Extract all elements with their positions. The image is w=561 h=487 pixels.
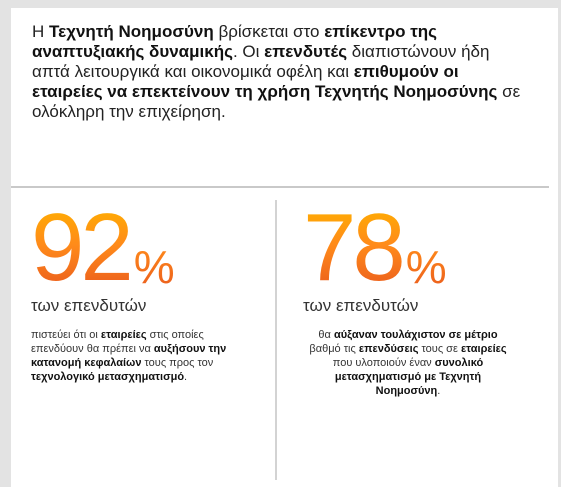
stat-description: πιστεύει ότι οι εταιρείες στις οποίες επ…: [31, 328, 241, 384]
stat-label: των επενδυτών: [303, 296, 419, 315]
emphasized-text: επίκεντρο της αναπτυξιακής δυναμικής: [32, 22, 438, 61]
stat-label: των επενδυτών: [31, 296, 147, 315]
emphasized-text: αύξαναν τουλάχιστον σε μέτριο: [333, 329, 498, 341]
text-run: τους σε: [418, 343, 461, 355]
text-run: σε ολόκληρη την επιχείρηση.: [32, 82, 521, 121]
stat-unit: %: [405, 241, 447, 293]
intro-paragraph: Η Τεχνητή Νοημοσύνη βρίσκεται στο επίκεν…: [32, 22, 532, 122]
text-run: .: [437, 385, 441, 397]
emphasized-text: επενδυτές: [264, 42, 348, 61]
text-run: . Οι: [232, 42, 265, 61]
text-run: που υλοποιούν έναν: [332, 357, 435, 369]
text-run: πιστεύει ότι οι: [31, 329, 101, 341]
text-run: τους προς τον: [141, 357, 214, 369]
stat-description: θα αύξαναν τουλάχιστον σε μέτριο βαθμό τ…: [303, 328, 513, 398]
vertical-divider: [275, 200, 277, 480]
infographic-card: Η Τεχνητή Νοημοσύνη βρίσκεται στο επίκεν…: [11, 8, 558, 487]
emphasized-text: εταιρείες: [460, 343, 507, 355]
stat-value: 92: [31, 194, 130, 301]
stat-block-investors-capital: 92 % των επενδυτών πιστεύει ότι οι εταιρ…: [31, 204, 271, 384]
stat-block-investors-increase: 78 % των επενδυτών θα αύξαναν τουλάχιστο…: [303, 204, 543, 398]
stat-value: 78: [303, 194, 402, 301]
text-run: βαθμό τις: [309, 343, 359, 355]
stat-figure: 92 %: [31, 204, 271, 296]
text-run: διαπιστώνουν ήδη απτά λειτουργικά και οι…: [32, 42, 490, 81]
text-run: .: [184, 371, 188, 383]
emphasized-text: συνολικό μετασχηματισμό με Τεχνητή Νοημο…: [334, 357, 484, 397]
emphasized-text: επενδύσεις: [358, 343, 419, 355]
emphasized-text: εταιρείες: [100, 329, 147, 341]
text-run: Η: [32, 22, 49, 41]
stat-figure: 78 %: [303, 204, 543, 296]
text-run: στις οποίες επενδύουν θα πρέπει να: [31, 329, 204, 355]
emphasized-text: επιθυμούν οι εταιρείες να επεκτείνουν τη…: [32, 62, 498, 101]
text-run: βρίσκεται στο: [213, 22, 325, 41]
emphasized-text: Τεχνητή Νοημοσύνη: [49, 22, 214, 41]
horizontal-divider: [11, 186, 549, 188]
emphasized-text: αυξήσουν την κατανομή κεφαλαίων: [31, 343, 227, 369]
emphasized-text: τεχνολογικό μετασχηματισμό: [31, 371, 185, 383]
text-run: θα: [318, 329, 334, 341]
stat-unit: %: [133, 241, 175, 293]
